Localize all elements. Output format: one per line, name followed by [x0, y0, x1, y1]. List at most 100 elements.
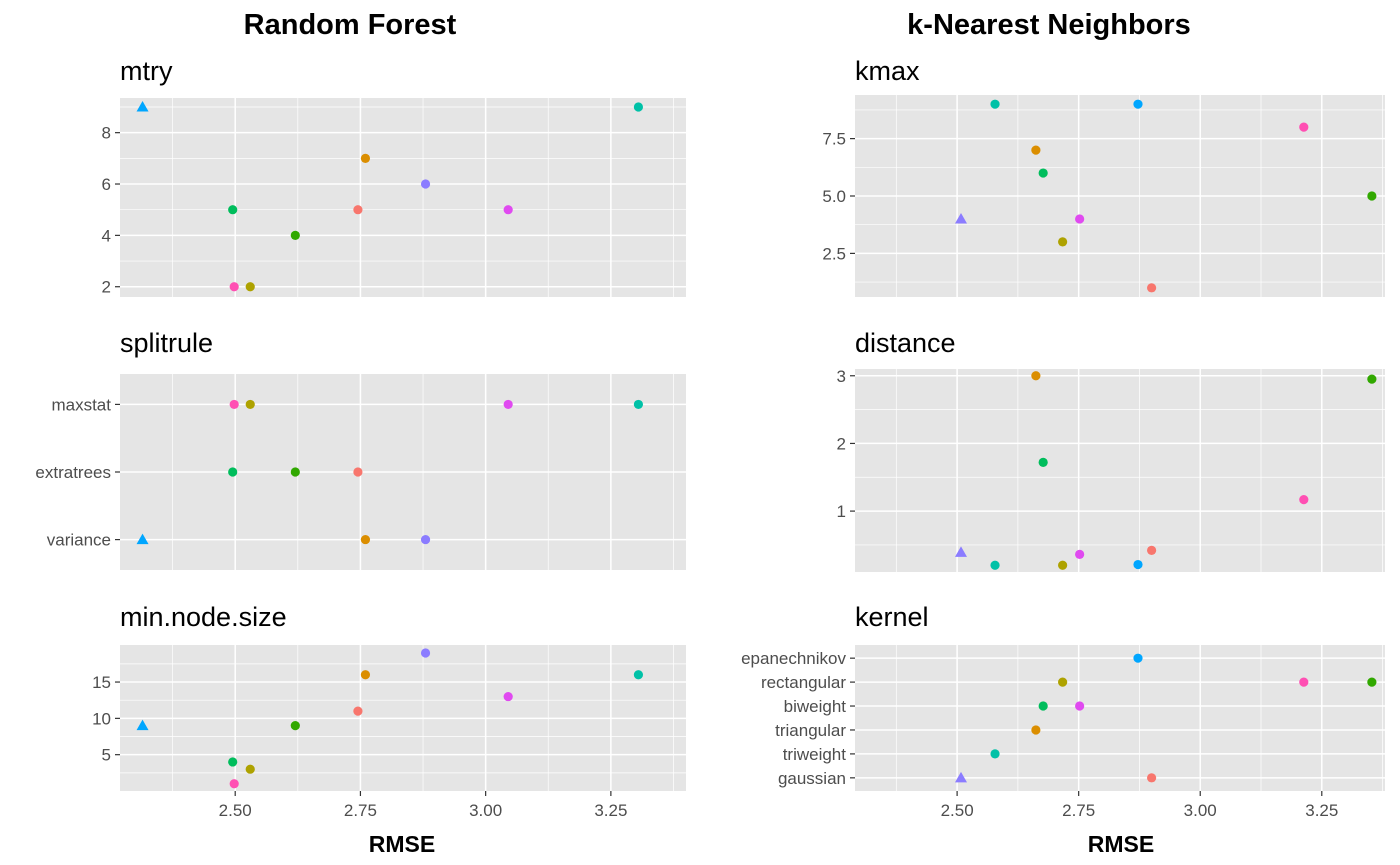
data-point — [1075, 214, 1085, 224]
y-tick-label: 4 — [102, 226, 111, 245]
data-point — [1075, 701, 1085, 711]
y-tick-label: 2 — [102, 278, 111, 297]
distance-plot-background — [855, 369, 1385, 572]
min-node-size-panel-title: min.node.size — [120, 602, 287, 632]
kmax-panel: kmax 2.5 5.0 7.5 — [822, 56, 1385, 297]
data-point — [228, 757, 238, 767]
data-point — [1031, 145, 1041, 155]
y-tick-label: 10 — [92, 709, 111, 728]
data-point — [353, 467, 363, 477]
data-point — [353, 205, 363, 215]
data-point — [1147, 283, 1157, 293]
data-point — [1299, 122, 1309, 132]
best-model-point — [136, 100, 149, 112]
y-tick-label: epanechnikov — [741, 649, 846, 668]
kernel-panel-title: kernel — [855, 602, 929, 632]
data-point — [1367, 677, 1377, 687]
data-point — [990, 99, 1000, 109]
data-point — [1299, 677, 1309, 687]
data-point — [420, 179, 431, 189]
data-point — [990, 560, 1000, 570]
data-point — [290, 467, 300, 477]
data-point — [353, 706, 363, 716]
distance-panel-title: distance — [855, 328, 956, 358]
data-point — [1367, 374, 1377, 384]
data-point — [228, 205, 238, 215]
data-point — [1038, 168, 1048, 178]
data-point — [1058, 237, 1068, 247]
y-tick-label: 5.0 — [822, 187, 846, 206]
y-tick-label: 6 — [102, 175, 111, 194]
data-point — [1031, 371, 1041, 381]
data-point — [1038, 701, 1048, 711]
random-forest-title: Random Forest — [244, 9, 457, 41]
data-point — [1031, 725, 1041, 735]
data-point — [1133, 559, 1143, 570]
data-point — [990, 749, 1000, 759]
x-tick-label: 2.50 — [941, 801, 974, 820]
data-point — [1133, 99, 1143, 109]
best-model-point — [955, 546, 967, 557]
x-tick-label: 3.25 — [594, 801, 627, 820]
mtry-panel-title: mtry — [120, 56, 173, 86]
rf-x-axis-title: RMSE — [369, 831, 435, 857]
splitrule-panel: splitrule variance extratrees maxstat — [35, 328, 686, 570]
data-point — [503, 205, 513, 215]
best-model-point — [136, 719, 149, 731]
y-tick-label: 3 — [837, 367, 846, 386]
data-point — [420, 534, 431, 545]
x-tick-label: 3.00 — [1184, 801, 1217, 820]
data-point — [245, 399, 255, 410]
data-point — [245, 282, 255, 292]
y-tick-label: 15 — [92, 673, 111, 692]
data-point — [633, 399, 644, 410]
panels: mtry 2 4 6 8 splitrule variance extratrees maxst… — [35, 56, 1385, 820]
y-tick-label: triangular — [775, 721, 846, 740]
knn-x-axis-title: RMSE — [1088, 831, 1154, 857]
knn-title: k-Nearest Neighbors — [907, 9, 1191, 41]
data-point — [360, 534, 371, 545]
data-point — [360, 670, 371, 680]
data-point — [1058, 560, 1068, 570]
data-point — [1133, 653, 1143, 663]
data-point — [229, 282, 239, 292]
data-point — [360, 153, 371, 163]
x-tick-label: 3.25 — [1305, 801, 1338, 820]
splitrule-panel-title: splitrule — [120, 328, 213, 358]
distance-panel: distance 1 2 3 — [837, 328, 1385, 572]
data-point — [633, 670, 644, 680]
data-point — [229, 399, 239, 410]
x-tick-label: 3.00 — [469, 801, 502, 820]
y-tick-label: biweight — [784, 697, 847, 716]
data-point — [1075, 549, 1085, 560]
kernel-plot-background — [855, 645, 1385, 791]
y-tick-label: 2.5 — [822, 244, 846, 263]
data-point — [229, 779, 239, 789]
best-model-point — [136, 533, 149, 545]
y-tick-label: rectangular — [761, 673, 846, 692]
data-point — [1147, 773, 1157, 783]
data-point — [228, 467, 238, 477]
y-tick-label: 7.5 — [822, 130, 846, 149]
best-model-point — [955, 771, 967, 783]
data-point — [245, 764, 255, 774]
y-tick-label: maxstat — [51, 395, 111, 414]
data-point — [420, 648, 431, 658]
min-node-size-panel: min.node.size 5 10 15 2.50 2.75 3.00 3.25 — [92, 602, 686, 820]
data-point — [1038, 457, 1048, 467]
y-tick-label: variance — [47, 531, 111, 550]
best-model-point — [955, 212, 967, 224]
y-tick-label: extratrees — [35, 463, 111, 482]
data-point — [503, 399, 513, 410]
kmax-panel-title: kmax — [855, 56, 920, 86]
y-tick-label: 2 — [837, 434, 846, 453]
y-tick-label: 5 — [102, 746, 111, 765]
y-tick-label: gaussian — [778, 769, 846, 788]
y-tick-label: triweight — [783, 745, 847, 764]
kernel-panel: kernel gaussian triweight triangular biweigh… — [741, 602, 1385, 820]
data-point — [1058, 677, 1068, 687]
x-tick-label: 2.50 — [219, 801, 252, 820]
data-point — [1299, 494, 1309, 505]
data-point — [290, 721, 300, 731]
y-tick-label: 8 — [102, 124, 111, 143]
